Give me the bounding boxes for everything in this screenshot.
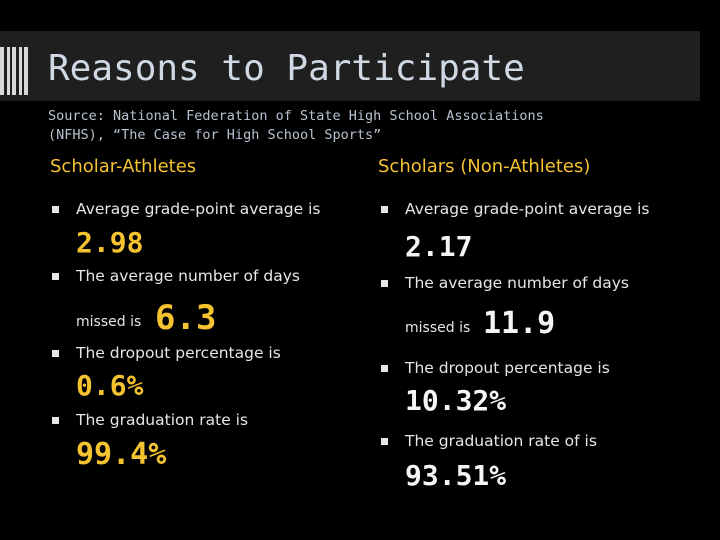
slide-title: Reasons to Participate [48, 48, 525, 89]
bullet-icon [52, 350, 59, 357]
left-gpa-label: Average grade-point average is [76, 200, 321, 218]
right-gpa-value: 2.17 [405, 230, 473, 263]
heading-non-athletes: Scholars (Non-Athletes) [378, 156, 591, 177]
left-grad-value: 99.4% [76, 437, 167, 472]
right-grad-value: 93.51% [405, 459, 507, 492]
bullet-icon [52, 273, 59, 280]
source-citation: Source: National Federation of State Hig… [48, 107, 668, 145]
bullet-icon [381, 206, 388, 213]
right-dropout-label: The dropout percentage is [405, 359, 610, 377]
bullet-icon [52, 206, 59, 213]
left-dropout-value: 0.6% [76, 369, 144, 402]
bullet-icon [381, 438, 388, 445]
source-line-1: Source: National Federation of State Hig… [48, 108, 544, 124]
decorative-stripes-icon [0, 47, 28, 95]
right-dropout-value: 10.32% [405, 384, 507, 417]
heading-scholar-athletes: Scholar-Athletes [50, 156, 197, 177]
bullet-icon [381, 280, 388, 287]
right-days-value: 11.9 [483, 306, 556, 341]
right-days-missed: missed is [405, 320, 471, 336]
right-gpa-label: Average grade-point average is [405, 200, 650, 218]
right-days-label: The average number of days [405, 274, 630, 292]
title-bar [0, 31, 700, 101]
right-grad-label: The graduation rate of is [405, 432, 597, 450]
bullet-icon [381, 365, 388, 372]
bullet-icon [52, 417, 59, 424]
left-dropout-label: The dropout percentage is [76, 344, 281, 362]
left-gpa-value: 2.98 [76, 226, 144, 259]
left-days-label: The average number of days [76, 267, 301, 285]
left-days-value: 6.3 [155, 298, 217, 338]
source-line-2: (NFHS), “The Case for High School Sports… [48, 127, 382, 143]
left-grad-label: The graduation rate is [76, 411, 249, 429]
left-days-missed: missed is [76, 314, 142, 330]
